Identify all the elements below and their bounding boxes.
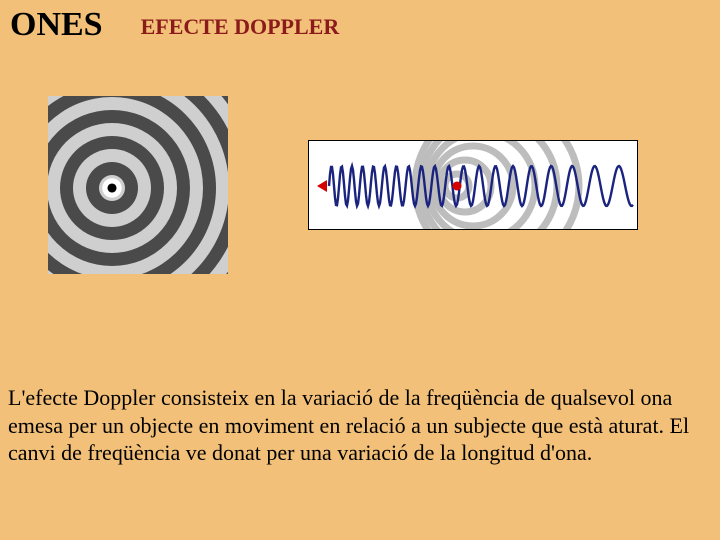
header: ONES EFECTE DOPPLER (0, 0, 720, 44)
doppler-wave-svg (309, 141, 638, 230)
doppler-wave-diagram (308, 140, 638, 230)
page-subtitle: EFECTE DOPPLER (141, 14, 340, 40)
page-title: ONES (10, 6, 103, 44)
concentric-wave-svg (48, 96, 228, 274)
body-paragraph: L'efecte Doppler consisteix en la variac… (8, 384, 708, 467)
concentric-wave-diagram (48, 96, 228, 274)
figure-row (0, 44, 720, 274)
